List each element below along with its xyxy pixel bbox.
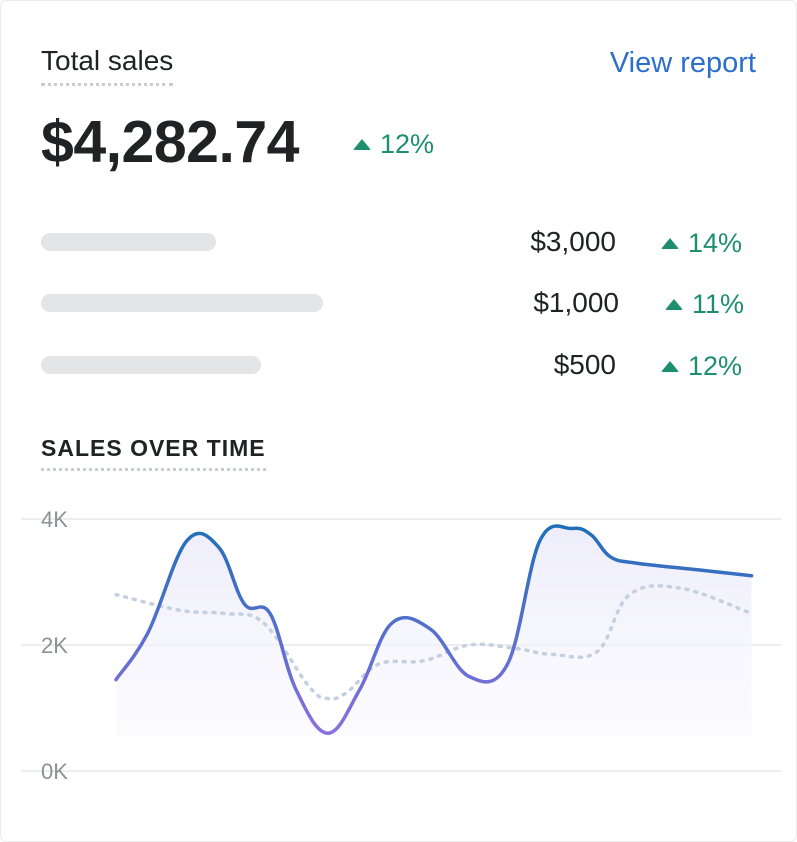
breakdown-amount: $3,000 xyxy=(530,226,616,257)
breakdown-amount: $1,000 xyxy=(533,287,619,318)
breakdown-amount: $500 xyxy=(553,349,616,380)
triangle-up-icon xyxy=(353,138,371,150)
chart-title[interactable]: SALES OVER TIME xyxy=(41,434,266,471)
placeholder-bar xyxy=(41,233,216,251)
y-tick-label: 4K xyxy=(41,507,68,532)
breakdown-change: 11% xyxy=(665,289,744,319)
sales-over-time-chart: 4K 2K 0K xyxy=(21,507,781,784)
breakdown-change: 12% xyxy=(661,351,742,381)
total-change-badge: 12% xyxy=(353,129,434,159)
y-tick-label: 0K xyxy=(41,759,68,784)
triangle-up-icon xyxy=(665,298,683,310)
view-report-link[interactable]: View report xyxy=(609,47,756,79)
breakdown-change: 14% xyxy=(661,228,742,258)
placeholder-bar xyxy=(41,356,261,374)
triangle-up-icon xyxy=(661,360,679,372)
placeholder-bar xyxy=(41,294,323,312)
change-value: 12% xyxy=(380,129,435,159)
total-sales-value: $4,282.74 xyxy=(41,109,299,175)
card-title[interactable]: Total sales xyxy=(41,45,174,86)
triangle-up-icon xyxy=(661,237,679,249)
y-tick-label: 2K xyxy=(41,633,68,658)
current-series-line xyxy=(114,524,754,735)
change-value: 11% xyxy=(692,289,745,319)
comparison-series-line xyxy=(114,584,754,701)
series-area xyxy=(116,526,752,736)
change-value: 14% xyxy=(688,228,743,258)
change-value: 12% xyxy=(688,351,743,381)
